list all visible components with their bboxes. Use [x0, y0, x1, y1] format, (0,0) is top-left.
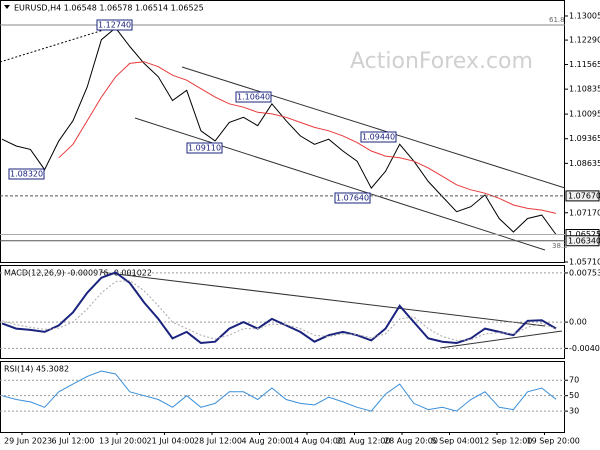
annotation: 1.10640 — [237, 93, 270, 102]
x-tick-label: 21 Jul 04:00 — [147, 437, 195, 446]
series-line — [1, 27, 557, 235]
y-tick-label: 1.11565 — [569, 60, 600, 69]
y-tick-label: 0.007538 — [569, 268, 600, 277]
annotation: 1.08320 — [10, 170, 43, 179]
x-tick-label: 12 Sep 12:00 — [479, 437, 532, 446]
macd-trend-upper — [99, 271, 546, 327]
rsi-panel — [0, 361, 565, 433]
x-tick-label: 21 Aug 12:00 — [337, 437, 391, 446]
y-tick-label: 70 — [569, 376, 579, 385]
annotation-box — [96, 19, 133, 31]
y-tick-label: 50 — [569, 391, 579, 400]
channel-lower — [134, 117, 546, 251]
y-tick-label: 1.12290 — [569, 36, 600, 45]
price-label: 1.06525 — [568, 230, 600, 239]
annotation: 1.12740 — [98, 21, 131, 30]
series-line — [1, 279, 557, 341]
trend-dotted — [0, 27, 111, 63]
x-tick-label: 28 Aug 20:00 — [384, 437, 438, 446]
y-tick-label: 30 — [569, 407, 579, 416]
rsi-title: RSI(14) 45.3082 — [4, 365, 69, 374]
y-tick-label: -0.004027 — [569, 344, 600, 353]
channel-upper — [181, 66, 566, 189]
y-tick-label: 1.09365 — [569, 134, 600, 143]
x-tick-label: 13 Jul 20:00 — [99, 437, 147, 446]
x-tick-label: 4 Aug 20:00 — [242, 437, 291, 446]
annotation: 1.09110 — [188, 144, 221, 153]
x-tick-label: 28 Jul 12:00 — [194, 437, 242, 446]
price-panel — [0, 0, 565, 263]
x-tick-label: 14 Aug 04:00 — [289, 437, 343, 446]
price-label-box — [565, 190, 600, 202]
chart-title: EURUSD,H4 1.06548 1.06578 1.06514 1.0652… — [14, 4, 204, 13]
macd-panel — [0, 265, 565, 359]
annotation-box — [334, 192, 371, 204]
price-label: 1.06340 — [568, 236, 600, 245]
y-tick-label: 1.13005 — [569, 11, 600, 20]
x-tick-label: 29 Jun 2023 — [4, 437, 52, 446]
x-tick-label: 5 Sep 04:00 — [432, 437, 480, 446]
menu-arrow — [4, 5, 10, 9]
y-tick-label: 1.07170 — [569, 208, 600, 217]
y-tick-label: 1.10095 — [569, 110, 600, 119]
annotation: 61.8 — [549, 16, 565, 24]
y-tick-label: 1.10835 — [569, 85, 600, 94]
y-tick-label: 0.00 — [569, 318, 587, 327]
watermark: ActionForex.com — [350, 49, 533, 74]
annotation-box — [360, 131, 397, 143]
annotation-box — [235, 91, 272, 103]
series-line — [1, 370, 557, 412]
series-line — [1, 271, 557, 345]
x-tick-label: 6 Jul 12:00 — [52, 437, 95, 446]
price-label: 1.07670 — [568, 191, 600, 200]
price-label-box — [565, 235, 600, 247]
macd-trend-lower — [439, 330, 563, 349]
series-line — [58, 61, 557, 214]
y-tick-label: 1.08635 — [569, 159, 600, 168]
annotation: 1.09440 — [362, 133, 395, 142]
y-tick-label: 1.05710 — [569, 258, 600, 267]
annotation-box — [8, 168, 45, 180]
annotation: 1.07640 — [336, 194, 369, 203]
x-tick-label: 19 Sep 20:00 — [527, 437, 580, 446]
annotation: 38.2 — [552, 242, 568, 250]
annotation-box — [186, 142, 223, 154]
